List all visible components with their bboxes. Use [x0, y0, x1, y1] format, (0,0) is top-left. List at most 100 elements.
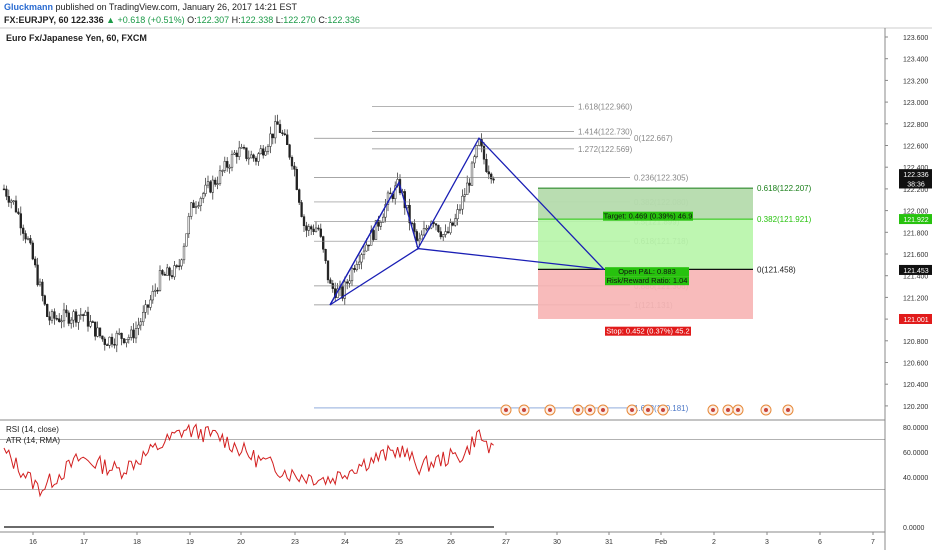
candle-body	[298, 189, 301, 203]
candle-body	[175, 265, 178, 267]
candle-body	[346, 281, 349, 284]
candle	[245, 147, 248, 162]
candle-body	[353, 268, 356, 270]
candle	[454, 213, 457, 227]
candle	[175, 264, 178, 269]
candle	[274, 115, 277, 144]
chart-title: Euro Fx/Japanese Yen, 60, FXCM	[6, 33, 147, 43]
candle-body	[374, 219, 378, 240]
candle	[206, 175, 210, 189]
candle-body	[178, 265, 181, 268]
candle-body	[358, 261, 361, 265]
candle-body	[41, 281, 44, 296]
entry-label: 0(121.458)	[757, 265, 796, 274]
candle-body	[58, 318, 61, 322]
event-icon	[584, 404, 596, 416]
candle-body	[113, 344, 116, 346]
candle-body	[365, 244, 368, 252]
candle-body	[173, 265, 176, 278]
candle-body	[190, 202, 193, 217]
candle	[125, 339, 128, 348]
candle	[187, 212, 190, 238]
price-tick-label: 122.000	[903, 209, 928, 216]
candle-body	[199, 198, 202, 206]
candle-body	[288, 144, 291, 158]
candle-body	[29, 238, 32, 244]
author-name[interactable]: Gluckmann	[4, 2, 54, 12]
price-tag-bg	[899, 264, 932, 275]
time-tick-label: 3	[765, 539, 769, 546]
candle	[324, 248, 327, 264]
candle	[103, 336, 106, 351]
candle-body	[197, 205, 200, 207]
price-tag: 121.001	[899, 313, 932, 324]
event-icon-dot	[504, 408, 508, 412]
candle	[161, 269, 164, 276]
event-icon-dot	[736, 408, 740, 412]
candle	[434, 222, 438, 231]
candle-body	[223, 161, 226, 171]
candle-body	[250, 154, 253, 159]
candle	[74, 308, 78, 327]
candle	[466, 175, 469, 195]
candle-body	[218, 170, 222, 184]
candle-body	[2, 188, 6, 191]
rr-tag: Risk/Reward Ratio: 1.04	[605, 276, 689, 286]
candle	[65, 305, 68, 318]
pnl-tag-text: Open P&L: 0.883	[618, 267, 676, 276]
candle-body	[31, 242, 34, 260]
candle	[14, 195, 18, 214]
candle-body	[50, 311, 54, 321]
price-tag-text: 122.336	[903, 172, 928, 179]
candle-body	[264, 151, 267, 156]
candle-body	[425, 227, 428, 230]
symbol-label[interactable]: FX:EURJPY, 60	[4, 15, 69, 25]
candle	[72, 309, 75, 328]
price-tag: 121.922	[899, 214, 932, 225]
candle	[235, 150, 238, 164]
candle	[226, 157, 229, 172]
published-text: published on TradingView.com, January 26…	[55, 2, 298, 12]
candle	[166, 263, 169, 276]
pattern-xa	[329, 182, 400, 306]
candle	[26, 236, 30, 241]
candle-body	[216, 183, 219, 185]
rsi-tick-label: 40.0000	[903, 475, 928, 482]
fib-label-3: 1.272(122.569)	[578, 145, 633, 154]
candle	[180, 258, 183, 270]
candle-body	[319, 228, 322, 237]
event-icon-dot	[661, 408, 665, 412]
candle-body	[492, 178, 495, 181]
candle	[202, 191, 205, 204]
candle-body	[434, 223, 438, 226]
candle	[156, 287, 159, 294]
candle-body	[204, 184, 207, 194]
candle	[53, 308, 56, 325]
candle	[444, 224, 447, 238]
pnl-tag: Open P&L: 0.883	[605, 267, 689, 277]
event-icon	[626, 404, 638, 416]
candle	[86, 306, 90, 332]
candle	[5, 185, 8, 201]
candle	[240, 143, 243, 149]
candle	[442, 233, 445, 242]
price-tick-label: 120.200	[903, 404, 928, 411]
candle-body	[192, 202, 195, 208]
economic-events	[500, 404, 794, 416]
candle	[475, 144, 478, 159]
candle-body	[259, 148, 262, 155]
candle	[420, 230, 423, 240]
candle	[470, 160, 474, 186]
candle	[310, 224, 313, 236]
candle-body	[343, 281, 346, 299]
candle-body	[17, 211, 20, 214]
candle-body	[142, 311, 145, 323]
candle-body	[324, 249, 327, 262]
rsi-legend: RSI (14, close)	[6, 425, 59, 434]
candle-body	[307, 226, 310, 231]
candle	[228, 164, 231, 174]
candle-body	[96, 327, 99, 337]
candle	[350, 265, 354, 286]
candle	[2, 184, 6, 191]
